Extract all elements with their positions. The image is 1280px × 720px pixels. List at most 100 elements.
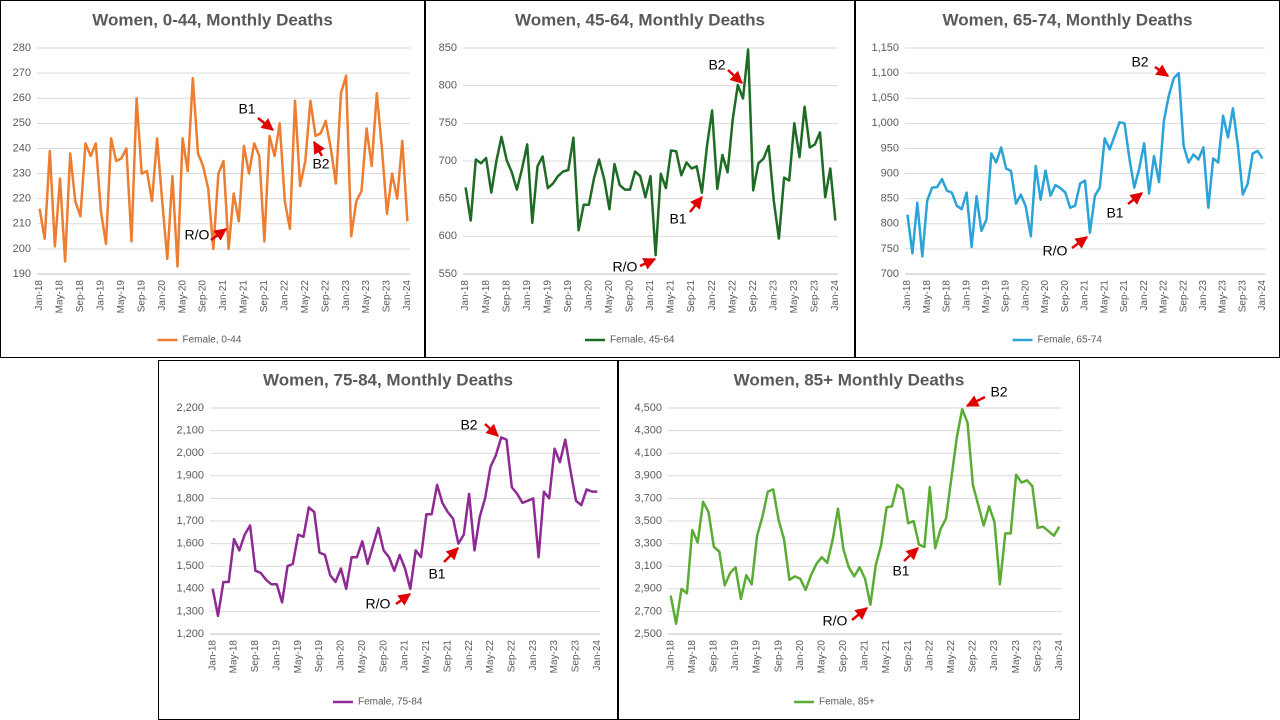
x-tick-label: Sep-23 [571,640,582,673]
y-tick-label: 2,900 [634,583,662,595]
chart-title: Women, 65-74, Monthly Deaths [942,10,1192,29]
x-tick-label: Jan-19 [961,280,972,311]
x-tick-label: Jan-18 [34,280,45,311]
chart-panel: Women, 75-84, Monthly Deaths 1,200 1,300 1,… [158,360,618,720]
x-tick-label: May-21 [421,640,432,674]
annotation-arrow [395,592,412,606]
y-tick-label: 1,150 [871,42,899,54]
x-tick-label: May-21 [666,280,677,314]
data-line [906,71,1264,258]
annotation-arrow [1071,235,1089,250]
x-tick-label: May-18 [481,280,492,314]
y-tick-label: 4,100 [634,447,662,459]
annotation-arrow [903,547,919,562]
x-tick-label: Jan-22 [279,280,290,311]
chart-title: Women, 45-64, Monthly Deaths [515,10,765,29]
x-tick-label: Sep-21 [686,280,697,313]
annotation: B2 [990,384,1007,400]
x-tick-label: Jan-19 [96,280,107,311]
x-tick-label: Jan-23 [989,640,1000,671]
x-tick-label: May-20 [816,640,827,674]
x-tick-label: Sep-23 [1032,640,1043,673]
y-tick-label: 850 [439,42,457,54]
annotation: R/O [613,259,638,275]
y-tick-label: 190 [13,268,31,280]
y-tick-label: 250 [13,117,31,129]
y-tick-label: 3,700 [634,492,662,504]
x-tick-label: Jan-24 [1054,640,1065,671]
x-tick-label: Sep-22 [506,640,517,673]
x-tick-label: May-19 [116,280,127,314]
y-tick-label: 3,300 [634,538,662,550]
x-tick-label: Jan-23 [768,280,779,311]
x-tick-label: Jan-20 [1020,280,1031,311]
x-tick-label: May-18 [922,280,933,314]
y-tick-label: 4,500 [634,402,662,414]
y-tick-label: 200 [13,243,31,255]
y-tick-label: 750 [881,243,899,255]
x-tick-label: May-21 [1099,280,1110,314]
y-tick-label: 650 [439,193,457,205]
legend-label: Female, 75-84 [358,697,423,708]
y-tick-label: 2,700 [634,605,662,617]
y-tick-label: 2,500 [634,628,662,640]
x-tick-label: Jan-21 [400,640,411,671]
x-tick-label: Jan-19 [730,640,741,671]
x-tick-label: May-23 [1011,640,1022,674]
legend-label: Female, 65-74 [1038,335,1103,346]
annotation: B1 [669,211,686,227]
x-tick-label: Jan-18 [665,640,676,671]
y-tick-label: 1,300 [176,605,204,617]
y-tick-label: 240 [13,142,31,154]
x-tick-label: May-20 [1040,280,1051,314]
x-tick-label: May-18 [229,640,240,674]
x-tick-label: May-21 [881,640,892,674]
x-tick-label: Jan-23 [528,640,539,671]
x-tick-label: Jan-23 [341,280,352,311]
annotation: R/O [185,227,210,243]
x-tick-label: May-23 [1218,280,1229,314]
y-tick-label: 2,000 [176,447,204,459]
annotation: B1 [238,101,255,117]
chart-panel: Women, 85+ Monthly Deaths 2,500 2,700 2,900… [618,360,1080,720]
x-tick-label: Jan-24 [402,280,413,311]
data-line [464,48,837,257]
annotation: B2 [312,156,329,172]
x-tick-label: Jan-19 [522,280,533,311]
x-tick-label: Jan-18 [460,280,471,311]
x-tick-label: Sep-23 [382,280,393,313]
y-tick-label: 1,500 [176,560,204,572]
annotation-arrow [443,547,459,563]
chart-title: Women, 85+ Monthly Deaths [734,370,965,389]
x-tick-label: Jan-22 [1139,280,1150,311]
x-tick-label: Sep-20 [198,280,209,313]
x-tick-label: Sep-23 [810,280,821,313]
annotation-arrow [727,69,743,84]
y-tick-label: 800 [439,80,457,92]
x-tick-label: Jan-22 [464,640,475,671]
x-tick-label: May-23 [789,280,800,314]
x-tick-label: Jan-24 [1257,280,1268,311]
x-tick-label: May-22 [946,640,957,674]
x-tick-label: Sep-18 [942,280,953,313]
x-tick-label: Sep-21 [259,280,270,313]
x-tick-label: May-18 [687,640,698,674]
x-tick-label: Jan-24 [592,640,603,671]
annotation: B2 [460,417,477,433]
legend-label: Female, 45-64 [610,335,675,346]
x-tick-label: Sep-20 [838,640,849,673]
x-tick-label: Sep-22 [968,640,979,673]
data-line [211,436,598,618]
x-tick-label: May-19 [542,280,553,314]
legend-label: Female, 0-44 [183,335,242,346]
chart-panel: Women, 65-74, Monthly Deaths 700 750 800 850… [855,0,1280,358]
annotation: B1 [892,563,909,579]
y-tick-label: 550 [439,268,457,280]
x-tick-label: Jan-20 [583,280,594,311]
y-tick-label: 1,000 [871,117,899,129]
panel-border [855,0,1280,358]
x-tick-label: Sep-18 [250,640,261,673]
y-tick-label: 1,400 [176,583,204,595]
y-tick-label: 3,900 [634,470,662,482]
